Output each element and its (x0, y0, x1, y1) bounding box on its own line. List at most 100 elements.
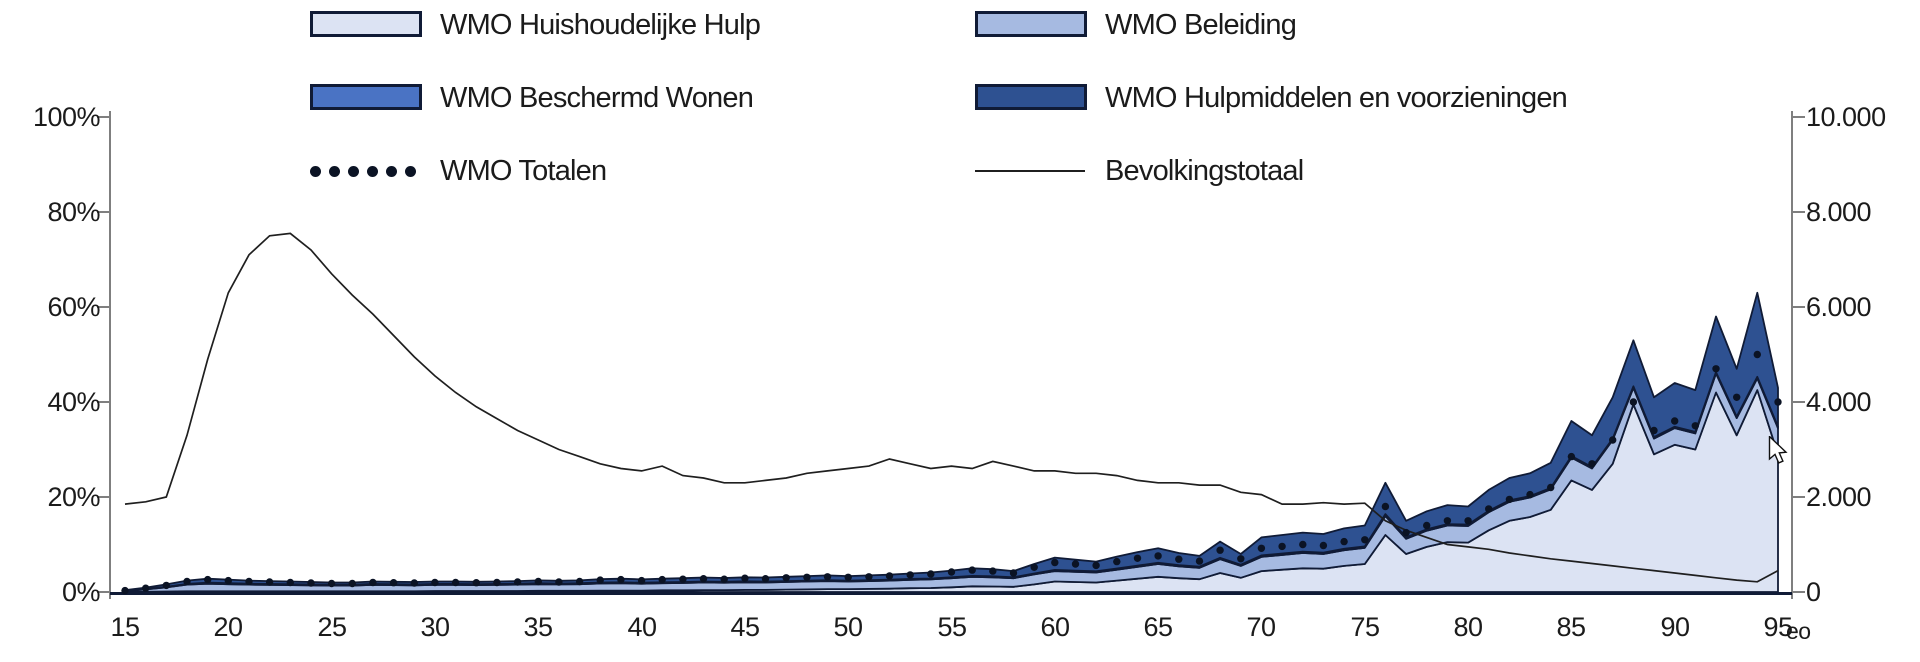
legend-label-beleiding: WMO Beleiding (1105, 9, 1297, 41)
totalen-dot (1381, 502, 1390, 511)
totalen-dot (1609, 436, 1617, 444)
x-axis-label: 55 (937, 612, 967, 642)
totalen-dot (1051, 558, 1059, 567)
x-axis-suffix-label: eo (1786, 618, 1811, 644)
totalen-dot (1216, 546, 1224, 554)
totalen-dot (927, 570, 935, 578)
population-line (124, 232, 1779, 583)
totalen-dot (1567, 452, 1576, 461)
x-axis-label: 65 (1143, 612, 1173, 642)
totalen-dot (947, 568, 956, 576)
totalen-dot (1505, 495, 1514, 504)
totalen-dot (637, 576, 646, 585)
totalen-dot (245, 577, 253, 586)
totalen-dot (513, 578, 522, 586)
totalen-dot (1443, 517, 1452, 525)
totalen-dot (472, 579, 480, 587)
totalen-dot (1278, 542, 1286, 551)
totalen-dot (865, 573, 873, 581)
legend-swatch-beschermd-wonen (310, 84, 422, 110)
totalen-dot (1113, 557, 1121, 566)
totalen-dot (596, 576, 604, 584)
totalen-dot (844, 573, 852, 581)
mouse-cursor-icon (1768, 434, 1794, 473)
x-axis-label: 25 (317, 612, 347, 642)
totalen-dot (1485, 505, 1493, 513)
totalen-dot (183, 577, 191, 586)
totalen-dot (307, 579, 315, 587)
totalen-dot (761, 575, 770, 583)
totalen-dot (451, 578, 460, 587)
totalen-dot (1009, 569, 1018, 577)
x-axis-label: 85 (1556, 612, 1586, 642)
y-axis-right-label: 2.000 (1806, 482, 1872, 512)
legend-label-beschermd-wonen: WMO Beschermd Wonen (440, 82, 754, 114)
totalen-dot (1154, 552, 1162, 560)
totalen-dot (1629, 398, 1638, 406)
legend-swatch-bevolkingstotaal-line (975, 170, 1085, 172)
totalen-dot (1361, 536, 1369, 544)
totalen-dot (968, 566, 976, 574)
x-axis-label: 80 (1453, 612, 1483, 642)
x-axis-label: 40 (627, 612, 657, 642)
totalen-dot (782, 574, 790, 582)
totalen-dot (617, 575, 625, 584)
totalen-dot (224, 576, 232, 585)
totalen-dot (741, 574, 749, 582)
totalen-dot (162, 581, 170, 590)
totalen-dot (431, 578, 439, 587)
legend-label-huishoudelijke-hulp: WMO Huishoudelijke Hulp (440, 9, 761, 41)
totalen-dot (1423, 521, 1431, 530)
totalen-dot (1733, 393, 1741, 401)
totalen-dot (1299, 540, 1307, 549)
totalen-dot (1237, 555, 1245, 563)
legend-swatch-beleiding (975, 11, 1087, 37)
totalen-dot (534, 577, 542, 586)
totalen-dot (348, 579, 356, 588)
totalen-dot (1175, 555, 1183, 563)
totalen-dot (1319, 541, 1328, 550)
y-axis-left-label: 80% (47, 197, 100, 227)
totalen-dot (1402, 528, 1410, 537)
totalen-dot (679, 575, 687, 583)
totalen-dot (493, 578, 501, 587)
y-axis-left-label: 100% (32, 102, 101, 132)
legend-label-bevolkingstotaal: Bevolkingstotaal (1105, 155, 1304, 187)
x-axis-label: 20 (213, 612, 243, 642)
totalen-dot (410, 579, 418, 587)
legend-swatch-totalen-dots (310, 165, 416, 177)
x-axis-label: 15 (110, 612, 140, 642)
totalen-dot (1071, 560, 1080, 568)
x-axis-label: 90 (1660, 612, 1690, 642)
totalen-dot (204, 575, 212, 584)
totalen-dot (1547, 483, 1555, 492)
totalen-dot (1133, 554, 1142, 562)
y-axis-left-label: 20% (47, 482, 100, 512)
x-axis-label: 30 (420, 612, 450, 642)
totalen-dot (575, 577, 584, 586)
y-axis-left-label: 60% (47, 292, 100, 322)
totalen-dot (1650, 426, 1658, 435)
legend-label-hulpmiddelen: WMO Hulpmiddelen en voorzieningen (1105, 82, 1568, 114)
totalen-dot (265, 578, 274, 586)
y-axis-right-label: 6.000 (1806, 292, 1872, 322)
legend-swatch-huishoudelijke-hulp (310, 11, 422, 37)
totalen-dot (906, 571, 914, 579)
legend-label-totalen: WMO Totalen (440, 155, 607, 187)
totalen-dot (1691, 422, 1700, 430)
x-axis-label: 60 (1040, 612, 1070, 642)
y-axis-right-label: 0 (1806, 577, 1821, 607)
y-axis-right-label: 8.000 (1806, 197, 1872, 227)
totalen-dot (803, 573, 811, 581)
totalen-dot (1774, 398, 1782, 406)
totalen-dot (1464, 517, 1472, 525)
x-axis-label: 50 (833, 612, 863, 642)
totalen-dot (1092, 561, 1100, 570)
totalen-dot (989, 567, 997, 575)
x-axis-label: 95 (1763, 612, 1793, 642)
totalen-dot (1030, 563, 1038, 571)
y-axis-right-label: 4.000 (1806, 387, 1872, 417)
totalen-dot (1257, 544, 1266, 552)
y-axis-right-label: 10.000 (1806, 102, 1886, 132)
totalen-dot (720, 575, 728, 583)
